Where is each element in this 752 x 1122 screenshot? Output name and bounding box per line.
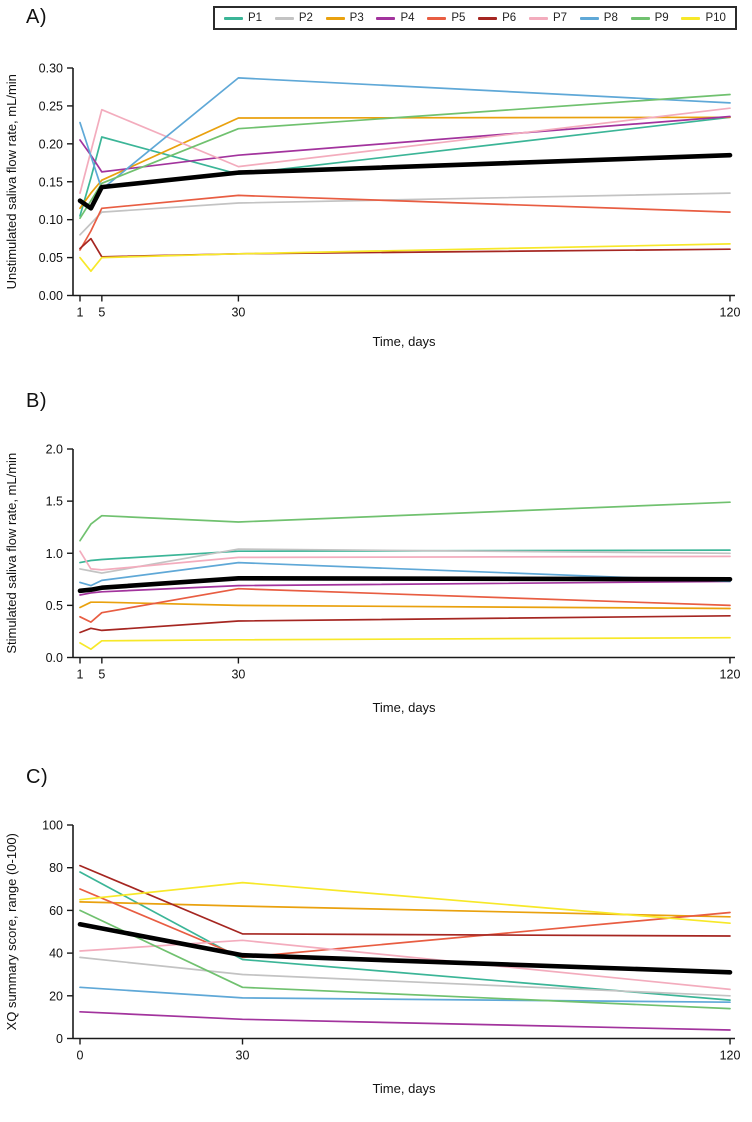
chart-a-series-p2 xyxy=(79,192,731,236)
chart-b-series-p7 xyxy=(79,550,731,571)
chart-b-x-tick-label: 5 xyxy=(98,668,105,682)
chart-c-series-p7 xyxy=(79,939,731,991)
legend-label: P5 xyxy=(451,12,466,24)
chart-b-series-p10 xyxy=(79,636,731,651)
legend-label: P6 xyxy=(502,12,517,24)
chart-b-x-tick-label: 120 xyxy=(720,668,741,682)
chart-b-y-tick-label: 1.5 xyxy=(46,495,63,509)
chart-a-series-p5 xyxy=(79,194,731,251)
legend-swatch-p5 xyxy=(427,16,447,20)
legend-item-p3: P3 xyxy=(325,12,364,24)
legend-item-p9: P9 xyxy=(630,12,669,24)
chart-b-series-p6 xyxy=(79,614,731,634)
panel-label-c: C) xyxy=(26,766,49,788)
chart-a-x-tick-label: 120 xyxy=(720,306,741,320)
chart-a-series-p4 xyxy=(79,115,731,173)
chart-c-series-p5 xyxy=(79,888,731,959)
chart-b-series-p5 xyxy=(79,587,731,623)
legend-item-p4: P4 xyxy=(376,12,415,24)
chart-c-y-tick-label: 80 xyxy=(49,861,63,875)
chart-c-series-p4 xyxy=(79,1010,731,1031)
chart-b-series-p4 xyxy=(79,580,731,596)
chart-a-y-tick-label: 0.00 xyxy=(39,289,63,303)
chart-c-x-tick-label: 120 xyxy=(720,1049,741,1063)
chart-a-x-tick-label: 30 xyxy=(231,306,245,320)
legend-item-p2: P2 xyxy=(274,12,313,24)
legend-label: P9 xyxy=(654,12,669,24)
legend-swatch-p6 xyxy=(478,16,498,20)
legend-item-p7: P7 xyxy=(528,12,568,24)
chart-a-y-tick-label: 0.20 xyxy=(39,137,63,151)
chart-a-series-mean xyxy=(77,152,733,211)
chart-c-series-p2 xyxy=(79,956,731,997)
chart-b-x-tick-label: 1 xyxy=(77,668,84,682)
chart-c-y-tick-label: 40 xyxy=(49,947,63,961)
chart-c-y-tick-label: 60 xyxy=(49,904,63,918)
legend-swatch-p3 xyxy=(325,16,345,20)
chart-c-y-tick-label: 20 xyxy=(49,989,63,1003)
legend-label: P2 xyxy=(298,12,313,24)
legend-label: P10 xyxy=(705,12,726,24)
legend-label: P8 xyxy=(603,12,618,24)
chart-a-x-tick-label: 1 xyxy=(77,306,84,320)
panel-label-b: B) xyxy=(26,390,47,412)
chart-c-x-axis-title: Time, days xyxy=(372,1081,436,1096)
chart-b-series-mean xyxy=(77,575,733,594)
chart-c-series-p3 xyxy=(79,901,731,918)
chart-a-y-tick-label: 0.30 xyxy=(39,62,63,76)
chart-a-y-axis-title: Unstimulated saliva flow rate, mL/min xyxy=(4,74,19,289)
chart-c-x-tick-label: 30 xyxy=(236,1049,250,1063)
legend-swatch-p9 xyxy=(630,16,650,20)
panel-label-a: A) xyxy=(26,6,47,28)
chart-b-y-tick-label: 1.0 xyxy=(46,547,63,561)
legend-swatch-p4 xyxy=(376,16,396,20)
chart-a-y-tick-label: 0.10 xyxy=(39,213,63,227)
chart-c-series-p1 xyxy=(79,871,731,1001)
chart-a-series-p1 xyxy=(79,116,731,217)
legend-label: P1 xyxy=(248,12,263,24)
chart-a-y-tick-label: 0.05 xyxy=(39,251,63,265)
legend-swatch-p1 xyxy=(224,16,243,20)
chart-b-y-axis-title: Stimulated saliva flow rate, mL/min xyxy=(4,453,19,654)
chart-a-y-tick-label: 0.25 xyxy=(39,99,63,113)
legend-item-p6: P6 xyxy=(478,12,516,24)
chart-c-y-tick-label: 0 xyxy=(56,1032,63,1046)
chart-a-series-p6 xyxy=(79,237,731,258)
chart-c-series-p10 xyxy=(79,881,731,925)
legend-swatch-p10 xyxy=(681,16,701,20)
chart-b-y-tick-label: 0.5 xyxy=(46,599,63,613)
legend-swatch-p8 xyxy=(579,16,599,20)
chart-a-series-p8 xyxy=(79,77,731,191)
chart-b-series-p9 xyxy=(79,501,731,542)
chart-b-series-p3 xyxy=(79,601,731,610)
chart-c-series-mean xyxy=(77,921,733,975)
chart-c-y-tick-label: 100 xyxy=(42,819,63,833)
chart-c-y-axis-title: XQ summary score, range (0-100) xyxy=(4,833,19,1030)
legend-swatch-p7 xyxy=(528,16,548,20)
chart-a-x-axis-title: Time, days xyxy=(372,334,436,349)
chart-b-x-tick-label: 30 xyxy=(231,668,245,682)
legend-item-p8: P8 xyxy=(579,12,618,24)
legend-item-p1: P1 xyxy=(224,12,262,24)
legend-item-p5: P5 xyxy=(427,12,465,24)
chart-b-y-tick-label: 2.0 xyxy=(46,443,63,457)
legend: P1 P2 P3 P4 P5 P6 P7 P8 P9 P10 xyxy=(213,6,737,30)
chart-b-series-p8 xyxy=(79,561,731,587)
chart-b-x-axis-title: Time, days xyxy=(372,700,436,715)
chart-b-series-p2 xyxy=(79,548,731,574)
chart-a-y-tick-label: 0.15 xyxy=(39,175,63,189)
legend-swatch-p2 xyxy=(274,16,294,20)
chart-c-x-tick-label: 0 xyxy=(77,1049,84,1063)
chart-a-series-p7 xyxy=(79,107,731,194)
chart-c-series-p6 xyxy=(79,864,731,937)
chart-a-series-p10 xyxy=(79,243,731,273)
legend-label: P4 xyxy=(400,12,415,24)
legend-label: P3 xyxy=(349,12,364,24)
legend-item-p10: P10 xyxy=(681,12,726,24)
chart-b-y-tick-label: 0.0 xyxy=(46,651,63,665)
legend-label: P7 xyxy=(552,12,568,24)
chart-a-x-tick-label: 5 xyxy=(98,306,105,320)
